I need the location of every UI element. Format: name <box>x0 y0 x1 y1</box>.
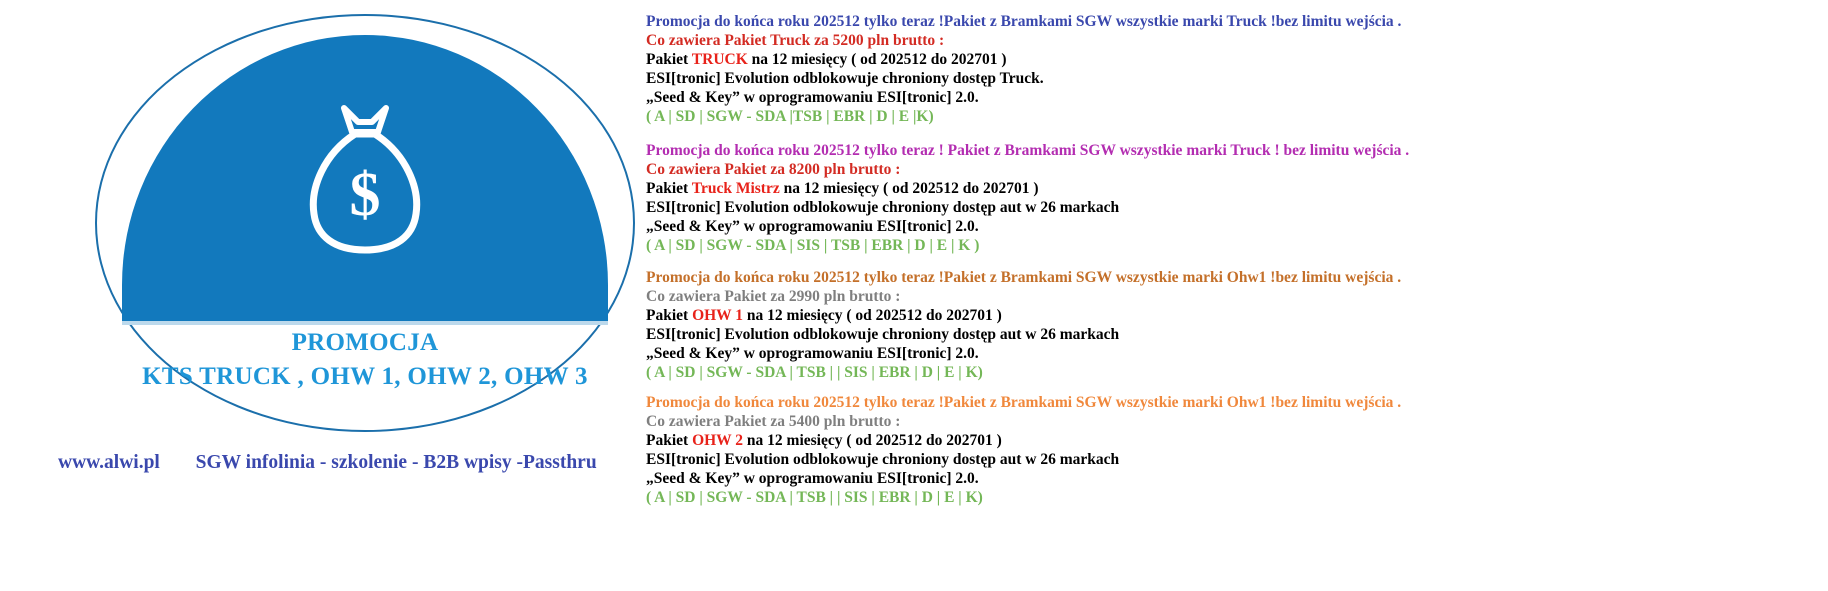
promo-headline: Promocja do końca roku 202512 tylko tera… <box>646 269 1402 286</box>
logo-badge: $ PROMOCJA KTS TRUCK , OHW 1, OHW 2, OHW… <box>95 14 635 432</box>
footer-contact-row: www.alwi.pl SGW infolinia - szkolenie - … <box>58 452 638 474</box>
package-name: OHW 1 <box>692 307 744 324</box>
logo-caption-line2: KTS TRUCK , OHW 1, OHW 2, OHW 3 <box>142 363 588 390</box>
logo-caption-line1: PROMOCJA <box>291 329 439 356</box>
promo-codes-line: ( A | SD | SGW - SDA | TSB | | SIS | EBR… <box>646 364 983 381</box>
promo-esi-line: ESI[tronic] Evolution odblokowuje chroni… <box>646 451 1120 468</box>
promo-seedkey-line: „Seed & Key” w oprogramowaniu ESI[tronic… <box>646 218 979 235</box>
promo-subline: Co zawiera Pakiet za 5400 pln brutto : <box>646 413 901 430</box>
promo-seedkey-line: „Seed & Key” w oprogramowaniu ESI[tronic… <box>646 89 979 106</box>
promo-subline: Co zawiera Pakiet Truck za 5200 pln brut… <box>646 32 945 49</box>
promo-codes-line: ( A | SD | SGW - SDA |TSB | EBR | D | E … <box>646 108 934 125</box>
promo-package-line: Pakiet Truck Mistrz na 12 miesięcy ( od … <box>646 179 1828 198</box>
promo-seedkey-line: „Seed & Key” w oprogramowaniu ESI[tronic… <box>646 470 979 487</box>
promo-package-line: Pakiet TRUCK na 12 miesięcy ( od 202512 … <box>646 50 1828 69</box>
package-prefix: Pakiet <box>646 51 692 68</box>
promo-esi-line: ESI[tronic] Evolution odblokowuje chroni… <box>646 326 1120 343</box>
package-prefix: Pakiet <box>646 307 693 324</box>
promo-text-column: Promocja do końca roku 202512 tylko tera… <box>646 0 1828 591</box>
promo-package-line: Pakiet OHW 2 na 12 miesięcy ( od 202512 … <box>646 431 1828 450</box>
logo-caption: PROMOCJA KTS TRUCK , OHW 1, OHW 2, OHW 3 <box>95 326 635 394</box>
promo-headline: Promocja do końca roku 202512 tylko tera… <box>646 13 1402 30</box>
promo-esi-line: ESI[tronic] Evolution odblokowuje chroni… <box>646 70 1044 87</box>
promo-headline: Promocja do końca roku 202512 tylko tera… <box>646 394 1402 411</box>
logo-panel: $ PROMOCJA KTS TRUCK , OHW 1, OHW 2, OHW… <box>0 0 640 591</box>
promo-headline: Promocja do końca roku 202512 tylko tera… <box>646 142 1410 159</box>
promo-block: Promocja do końca roku 202512 tylko tera… <box>646 393 1828 507</box>
package-suffix: na 12 miesięcy ( od 202512 do 202701 ) <box>747 51 1007 68</box>
website-link[interactable]: www.alwi.pl <box>58 452 160 473</box>
footer-services-text: SGW infolinia - szkolenie - B2B wpisy -P… <box>195 452 597 473</box>
money-bag-icon: $ <box>309 105 421 254</box>
promo-package-line: Pakiet OHW 1 na 12 miesięcy ( od 202512 … <box>646 306 1828 325</box>
package-prefix: Pakiet <box>646 180 692 197</box>
promo-subline: Co zawiera Pakiet za 2990 pln brutto : <box>646 288 901 305</box>
package-suffix: na 12 miesięcy ( od 202512 do 202701 ) <box>743 307 1002 324</box>
promo-esi-line: ESI[tronic] Evolution odblokowuje chroni… <box>646 199 1120 216</box>
promo-codes-line: ( A | SD | SGW - SDA | TSB | | SIS | EBR… <box>646 489 983 506</box>
package-name: Truck Mistrz <box>691 180 780 197</box>
svg-text:$: $ <box>350 161 381 229</box>
promo-subline: Co zawiera Pakiet za 8200 pln brutto : <box>646 161 901 178</box>
logo-dome-base <box>122 321 608 325</box>
promo-block: Promocja do końca roku 202512 tylko tera… <box>646 141 1828 255</box>
promo-block: Promocja do końca roku 202512 tylko tera… <box>646 12 1828 126</box>
package-name: OHW 2 <box>692 432 744 449</box>
package-suffix: na 12 miesięcy ( od 202512 do 202701 ) <box>779 180 1039 197</box>
promo-seedkey-line: „Seed & Key” w oprogramowaniu ESI[tronic… <box>646 345 979 362</box>
package-name: TRUCK <box>691 51 748 68</box>
package-prefix: Pakiet <box>646 432 693 449</box>
promo-block: Promocja do końca roku 202512 tylko tera… <box>646 268 1828 382</box>
promo-codes-line: ( A | SD | SGW - SDA | SIS | TSB | EBR |… <box>646 237 980 254</box>
package-suffix: na 12 miesięcy ( od 202512 do 202701 ) <box>743 432 1002 449</box>
